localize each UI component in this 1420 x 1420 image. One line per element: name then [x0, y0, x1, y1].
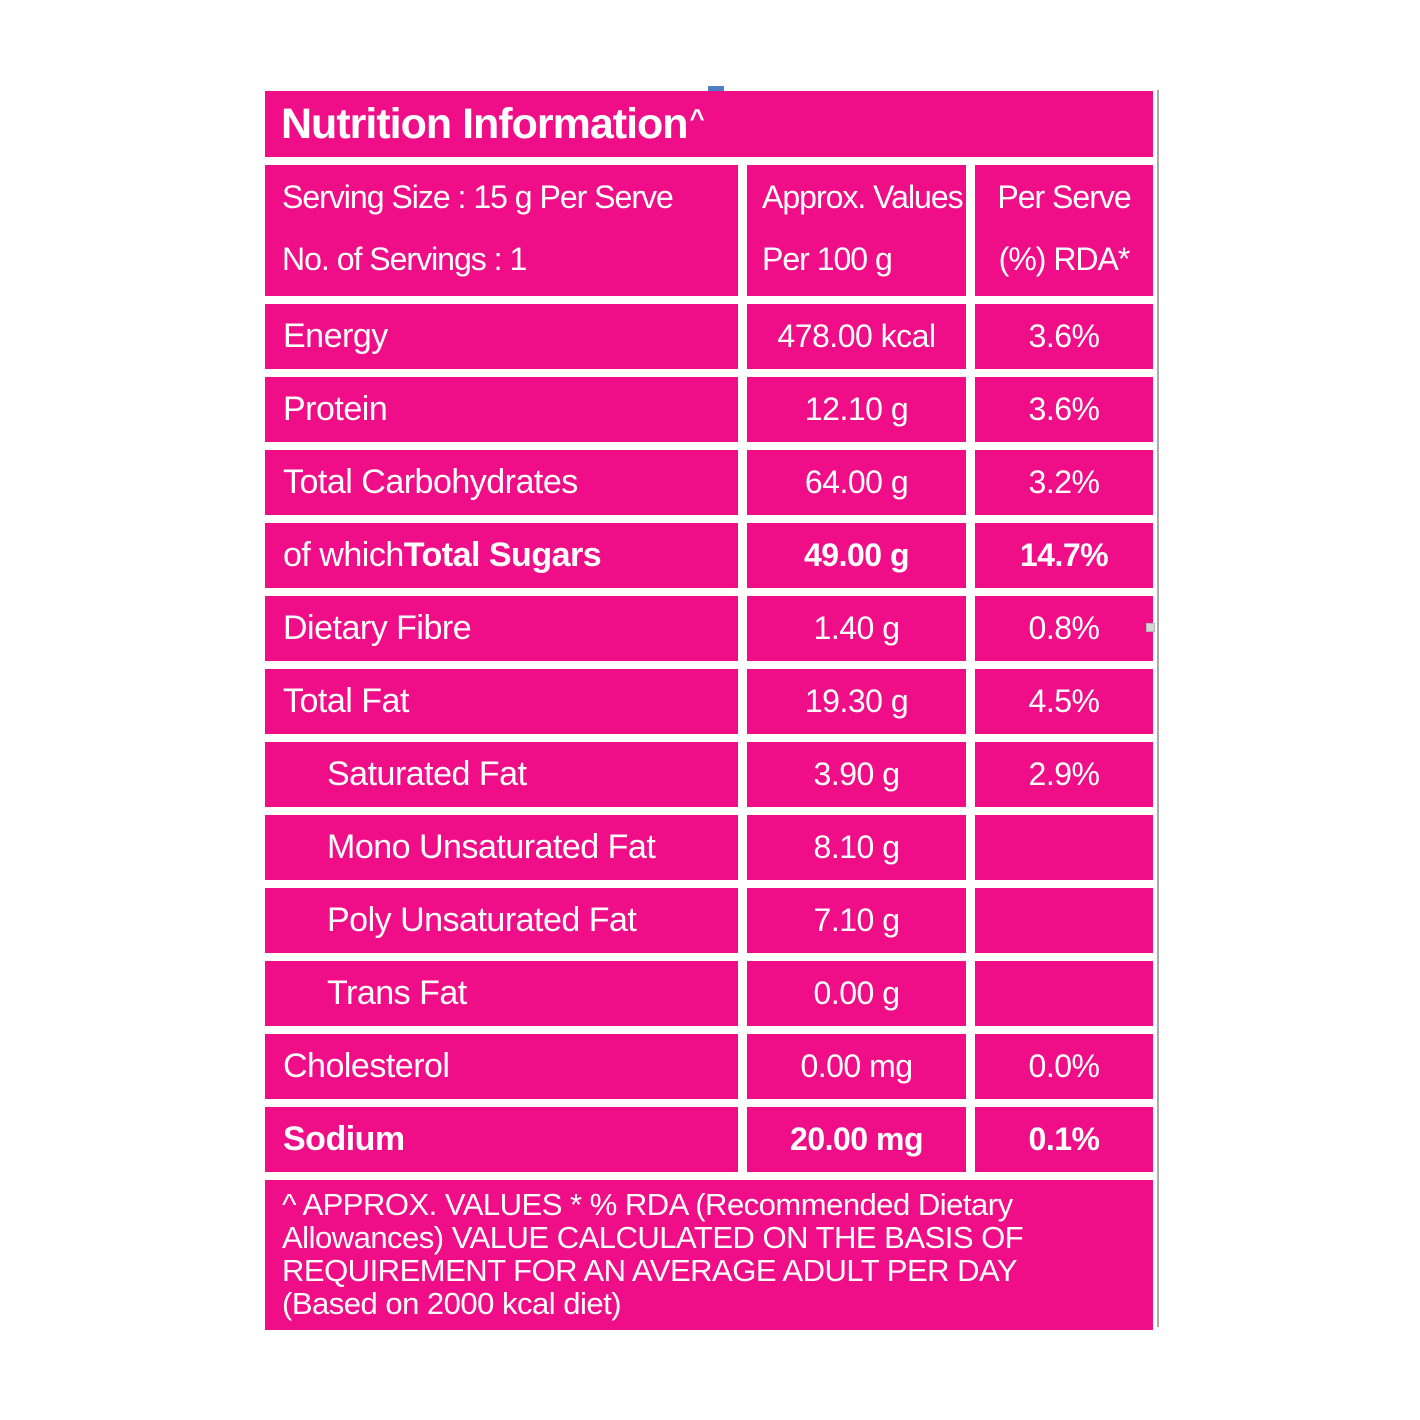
- nutrient-name: Protein: [265, 377, 738, 442]
- table-row-poly-unsaturated-fat: Poly Unsaturated Fat 7.10 g: [265, 888, 1153, 953]
- nutrient-label-text: of which: [283, 536, 404, 574]
- nutrient-name: Saturated Fat: [265, 742, 738, 807]
- page-title: Nutrition Information ^: [265, 91, 1153, 157]
- nutrient-label-bold-text: Total Sugars: [403, 536, 602, 574]
- percent-rda: 3.6%: [975, 304, 1153, 369]
- table-row-cholesterol: Cholesterol 0.00 mg 0.0%: [265, 1034, 1153, 1099]
- value-per-100g: 3.90 g: [747, 742, 966, 807]
- nutrient-name: of which Total Sugars: [265, 523, 738, 588]
- artifact-gray-mark: [1146, 623, 1155, 632]
- per-serve-rda-header: Per Serve (%) RDA*: [975, 165, 1153, 296]
- nutrient-name: Energy: [265, 304, 738, 369]
- value-per-100g: 0.00 mg: [747, 1034, 966, 1099]
- table-right-border-line: [1157, 90, 1159, 1327]
- nutrition-label: Nutrition Information ^ Serving Size : 15…: [265, 91, 1153, 1330]
- nutrient-name: Dietary Fibre: [265, 596, 738, 661]
- approx-values-header: Approx. Values Per 100 g: [747, 165, 966, 296]
- percent-rda: 0.1%: [975, 1107, 1153, 1172]
- per-serve-line1: Per Serve: [997, 179, 1131, 215]
- per-serve-line2: (%) RDA*: [998, 241, 1131, 277]
- nutrient-label-text: Energy: [283, 317, 388, 355]
- value-per-100g: 1.40 g: [747, 596, 966, 661]
- title-text: Nutrition Information: [281, 99, 689, 148]
- table-row-mono-unsaturated-fat: Mono Unsaturated Fat 8.10 g: [265, 815, 1153, 880]
- percent-rda: [975, 815, 1153, 880]
- percent-rda: 2.9%: [975, 742, 1153, 807]
- table-row-trans-fat: Trans Fat 0.00 g: [265, 961, 1153, 1026]
- value-per-100g: 7.10 g: [747, 888, 966, 953]
- nutrient-label-text: Poly Unsaturated Fat: [327, 901, 637, 939]
- approx-values-line1: Approx. Values: [762, 179, 964, 215]
- nutrient-name: Sodium: [265, 1107, 738, 1172]
- table-row-total-carbohydrates: Total Carbohydrates 64.00 g 3.2%: [265, 450, 1153, 515]
- percent-rda: 0.8%: [975, 596, 1153, 661]
- artifact-blue-dash: [708, 86, 724, 91]
- footnote-line: ^ APPROX. VALUES * % RDA (Recommended Di…: [282, 1187, 1013, 1222]
- value-per-100g: 12.10 g: [747, 377, 966, 442]
- table-row-dietary-fibre: Dietary Fibre 1.40 g 0.8%: [265, 596, 1153, 661]
- table-row-total-sugars: of which Total Sugars 49.00 g 14.7%: [265, 523, 1153, 588]
- nutrient-label-text: Total Carbohydrates: [283, 463, 578, 501]
- nutrient-name: Mono Unsaturated Fat: [265, 815, 738, 880]
- table-header-row: Serving Size : 15 g Per Serve No. of Ser…: [265, 165, 1153, 296]
- footnote-line: Allowances) VALUE CALCULATED ON THE BASI…: [282, 1220, 1024, 1255]
- rda-footnote: ^ APPROX. VALUES * % RDA (Recommended Di…: [265, 1180, 1153, 1330]
- table-row-saturated-fat: Saturated Fat 3.90 g 2.9%: [265, 742, 1153, 807]
- value-per-100g: 49.00 g: [747, 523, 966, 588]
- table-row-total-fat: Total Fat 19.30 g 4.5%: [265, 669, 1153, 734]
- serving-info-cell: Serving Size : 15 g Per Serve No. of Ser…: [265, 165, 738, 296]
- value-per-100g: 0.00 g: [747, 961, 966, 1026]
- value-per-100g: 19.30 g: [747, 669, 966, 734]
- table-row-protein: Protein 12.10 g 3.6%: [265, 377, 1153, 442]
- table-row-energy: Energy 478.00 kcal 3.6%: [265, 304, 1153, 369]
- nutrient-name: Poly Unsaturated Fat: [265, 888, 738, 953]
- percent-rda: [975, 961, 1153, 1026]
- nutrient-label-text: Dietary Fibre: [283, 609, 472, 647]
- value-per-100g: 8.10 g: [747, 815, 966, 880]
- nutrient-label-text: Cholesterol: [283, 1047, 450, 1085]
- nutrient-name: Trans Fat: [265, 961, 738, 1026]
- nutrient-name: Total Fat: [265, 669, 738, 734]
- nutrient-label-text: Mono Unsaturated Fat: [327, 828, 656, 866]
- nutrient-label-text: Saturated Fat: [327, 755, 527, 793]
- serving-size-text: Serving Size : 15 g Per Serve: [282, 179, 674, 215]
- percent-rda: 4.5%: [975, 669, 1153, 734]
- approx-values-line2: Per 100 g: [762, 241, 893, 277]
- value-per-100g: 64.00 g: [747, 450, 966, 515]
- nutrient-label-text: Protein: [283, 390, 388, 428]
- table-row-sodium: Sodium 20.00 mg 0.1%: [265, 1107, 1153, 1172]
- percent-rda: 3.6%: [975, 377, 1153, 442]
- percent-rda: 0.0%: [975, 1034, 1153, 1099]
- percent-rda: [975, 888, 1153, 953]
- nutrient-label-bold-text: Sodium: [283, 1120, 405, 1158]
- value-per-100g: 20.00 mg: [747, 1107, 966, 1172]
- percent-rda: 14.7%: [975, 523, 1153, 588]
- nutrient-name: Cholesterol: [265, 1034, 738, 1099]
- servings-count-text: No. of Servings : 1: [282, 241, 527, 277]
- footnote-line: REQUIREMENT FOR AN AVERAGE ADULT PER DAY: [282, 1253, 1018, 1288]
- nutrient-label-text: Total Fat: [283, 682, 409, 720]
- footnote-line: (Based on 2000 kcal diet): [282, 1286, 622, 1321]
- percent-rda: 3.2%: [975, 450, 1153, 515]
- nutrient-label-text: Trans Fat: [327, 974, 467, 1012]
- nutrient-name: Total Carbohydrates: [265, 450, 738, 515]
- value-per-100g: 478.00 kcal: [747, 304, 966, 369]
